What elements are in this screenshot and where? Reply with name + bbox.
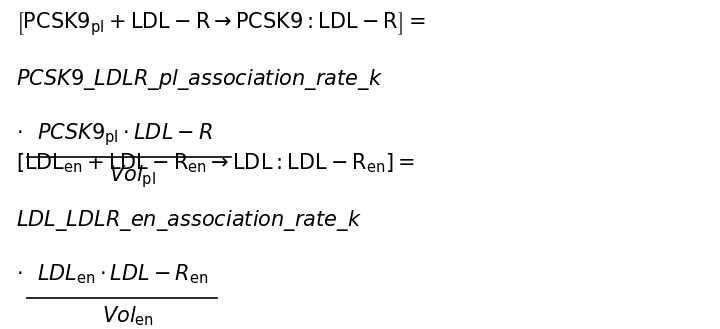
Text: $\cdot$: $\cdot$ [16, 121, 22, 141]
Text: $\left[\mathrm{LDL}_\mathrm{en}+\mathrm{LDL}-\mathrm{R}_\mathrm{en}\rightarrow\m: $\left[\mathrm{LDL}_\mathrm{en}+\mathrm{… [16, 151, 415, 175]
Text: $\mathit{PCSK9\_LDLR\_pl\_association\_rate\_k}$: $\mathit{PCSK9\_LDLR\_pl\_association\_r… [16, 67, 383, 92]
Text: $\left[\mathrm{PCSK9}_\mathrm{pl}+\mathrm{LDL}-\mathrm{R}\rightarrow\mathrm{PCSK: $\left[\mathrm{PCSK9}_\mathrm{pl}+\mathr… [16, 11, 426, 38]
Text: $\mathit{Vol}_\mathrm{pl}$: $\mathit{Vol}_\mathrm{pl}$ [109, 164, 156, 190]
Text: $\mathit{LDL}_\mathrm{en}\cdot\mathit{LDL}-\mathit{R}_\mathrm{en}$: $\mathit{LDL}_\mathrm{en}\cdot\mathit{LD… [37, 263, 209, 286]
Text: $\mathit{LDL\_LDLR\_en\_association\_rate\_k}$: $\mathit{LDL\_LDLR\_en\_association\_rat… [16, 209, 361, 234]
Text: $\mathit{Vol}_\mathrm{en}$: $\mathit{Vol}_\mathrm{en}$ [102, 304, 154, 328]
Text: $\mathit{PCSK9}_\mathrm{pl}\cdot\mathit{LDL}-\mathit{R}$: $\mathit{PCSK9}_\mathrm{pl}\cdot\mathit{… [37, 121, 213, 148]
Text: $\cdot$: $\cdot$ [16, 263, 22, 283]
